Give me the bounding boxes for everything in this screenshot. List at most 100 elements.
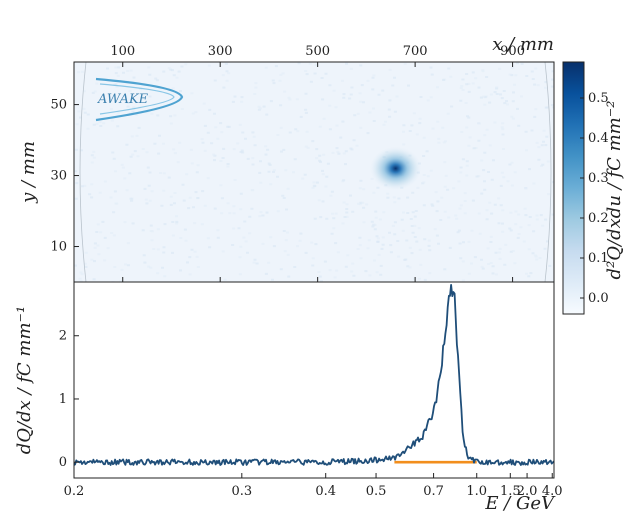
heatmap-noise-pixel	[308, 62, 312, 65]
heatmap-noise-pixel	[282, 197, 286, 199]
heatmap-noise-pixel	[331, 212, 334, 215]
line-x-tick-label: 0.3	[231, 484, 252, 499]
heatmap-noise-pixel	[511, 250, 515, 252]
heatmap-noise-pixel	[297, 62, 301, 65]
heatmap-noise-pixel	[311, 264, 315, 267]
heatmap-noise-pixel	[213, 207, 217, 210]
heatmap-noise-pixel	[315, 157, 319, 160]
heatmap-noise-pixel	[301, 177, 305, 180]
heatmap-noise-pixel	[397, 255, 401, 258]
heatmap-noise-pixel	[203, 204, 207, 207]
heatmap-noise-pixel	[546, 240, 549, 243]
heatmap-noise-pixel	[125, 143, 129, 146]
heatmap-noise-pixel	[113, 266, 117, 268]
heatmap-noise-pixel	[221, 157, 225, 159]
heatmap-noise-pixel	[457, 180, 461, 183]
heatmap-noise-pixel	[396, 240, 400, 242]
heatmap-noise-pixel	[459, 166, 463, 169]
heatmap-noise-pixel	[282, 148, 286, 151]
heatmap-noise-pixel	[500, 126, 504, 129]
heatmap-noise-pixel	[418, 248, 422, 251]
heatmap-noise-pixel	[371, 225, 375, 228]
heatmap-noise-pixel	[480, 265, 484, 268]
heatmap-noise-pixel	[493, 91, 497, 94]
heatmap-noise-pixel	[485, 76, 489, 78]
heatmap-noise-pixel	[422, 174, 426, 176]
heatmap-noise-pixel	[480, 192, 484, 195]
heatmap-noise-pixel	[331, 151, 335, 154]
heatmap-noise-pixel	[91, 91, 95, 94]
heatmap-noise-pixel	[110, 119, 114, 122]
heatmap-noise-pixel	[495, 86, 499, 89]
heatmap-noise-pixel	[240, 149, 244, 152]
heatmap-noise-pixel	[397, 197, 401, 200]
heatmap-noise-pixel	[359, 257, 363, 260]
heatmap-noise-pixel	[257, 105, 261, 108]
heatmap-noise-pixel	[422, 155, 426, 157]
heatmap-noise-pixel	[551, 70, 554, 73]
heatmap-noise-pixel	[157, 152, 161, 155]
heatmap-noise-pixel	[315, 181, 319, 184]
heatmap-noise-pixel	[130, 199, 134, 202]
heatmap-noise-pixel	[455, 217, 459, 220]
heatmap-noise-pixel	[116, 125, 120, 128]
heatmap-noise-pixel	[265, 113, 269, 116]
heatmap-noise-pixel	[142, 254, 146, 257]
heatmap-noise-pixel	[506, 103, 509, 106]
heatmap-noise-pixel	[381, 243, 385, 246]
heatmap-noise-pixel	[324, 72, 328, 75]
heatmap-noise-pixel	[238, 123, 242, 126]
heatmap-noise-pixel	[156, 272, 160, 275]
heatmap-noise-pixel	[337, 152, 341, 155]
heatmap-noise-pixel	[505, 100, 508, 103]
heatmap-noise-pixel	[136, 155, 140, 158]
heatmap-noise-pixel	[129, 69, 133, 72]
heatmap-noise-pixel	[474, 77, 478, 80]
heatmap-noise-pixel	[253, 93, 257, 95]
heatmap-noise-pixel	[510, 74, 514, 77]
heatmap-noise-pixel	[129, 155, 133, 158]
heatmap-noise-pixel	[388, 99, 392, 102]
heatmap-noise-pixel	[371, 76, 375, 79]
heatmap-noise-pixel	[287, 275, 291, 278]
heatmap-noise-pixel	[345, 203, 349, 206]
heatmap-noise-pixel	[387, 108, 391, 111]
heatmap-noise-pixel	[341, 222, 345, 225]
heatmap-noise-pixel	[163, 223, 167, 226]
heatmap-noise-pixel	[124, 263, 127, 266]
heatmap-noise-pixel	[528, 168, 531, 171]
heatmap-noise-pixel	[274, 65, 278, 68]
heatmap-noise-pixel	[502, 176, 506, 179]
heatmap-noise-pixel	[169, 115, 173, 118]
heatmap-noise-pixel	[483, 180, 486, 183]
heatmap-noise-pixel	[359, 64, 363, 67]
heatmap-noise-pixel	[465, 164, 469, 167]
heatmap-noise-pixel	[208, 246, 212, 249]
heatmap-noise-pixel	[170, 69, 174, 72]
heatmap-noise-pixel	[444, 140, 447, 143]
heatmap-noise-pixel	[304, 108, 308, 111]
heatmap-noise-pixel	[532, 230, 536, 233]
heatmap-noise-pixel	[386, 192, 390, 195]
heatmap-noise-pixel	[406, 212, 410, 214]
heatmap-noise-pixel	[77, 71, 80, 74]
heatmap-noise-pixel	[225, 70, 229, 73]
heatmap-noise-pixel	[251, 157, 255, 160]
heatmap-noise-pixel	[352, 139, 356, 142]
heatmap-noise-pixel	[146, 166, 150, 169]
heatmap-noise-pixel	[126, 105, 130, 108]
heatmap-noise-pixel	[329, 194, 333, 197]
heatmap-noise-pixel	[362, 101, 365, 104]
heatmap-noise-pixel	[534, 67, 538, 70]
heatmap-noise-pixel	[196, 197, 200, 199]
heatmap-noise-pixel	[171, 221, 175, 223]
heatmap-noise-pixel	[183, 228, 187, 231]
heatmap-noise-pixel	[114, 66, 118, 69]
line-x-tick-label: 2.0	[517, 484, 538, 499]
heatmap-noise-pixel	[295, 98, 299, 101]
heatmap-noise-pixel	[548, 264, 552, 267]
colorbar-ticks: 0.0 0.1 0.2 0.3 0.4 0.5	[580, 91, 609, 306]
heatmap-noise-pixel	[257, 108, 261, 111]
heatmap-noise-pixel	[485, 218, 489, 221]
heatmap-noise-pixel	[416, 186, 420, 189]
